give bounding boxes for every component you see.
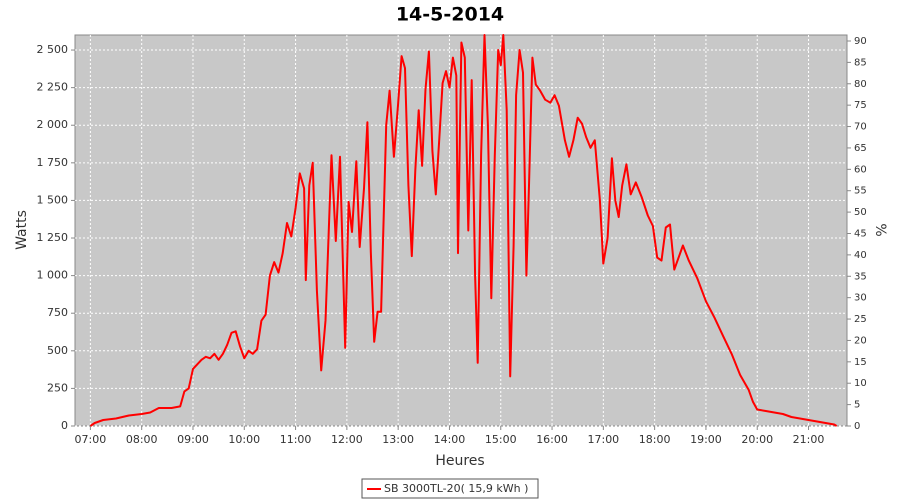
y2-tick-label: 75 [854,100,867,111]
y2-tick-label: 15 [854,357,867,368]
x-tick-label: 09:00 [177,433,209,446]
y-tick-label: 0 [61,419,68,432]
y-axis-label: Watts [14,210,30,250]
x-tick-label: 10:00 [228,433,260,446]
y2-tick-label: 85 [854,57,867,68]
y2-tick-label: 45 [854,228,867,239]
x-tick-label: 07:00 [75,433,107,446]
y2-tick-label: 50 [854,207,867,218]
y2-tick-label: 40 [854,250,867,261]
y-tick-label: 2 500 [37,43,69,56]
y2-tick-label: 0 [854,421,860,432]
x-tick-label: 11:00 [280,433,312,446]
y2-axis-label: % [872,223,888,236]
x-tick-label: 16:00 [536,433,568,446]
y2-tick-label: 30 [854,293,867,304]
legend-label: SB 3000TL-20( 15,9 kWh ) [384,482,528,495]
y2-tick-label: 20 [854,335,867,346]
chart-title: 14-5-2014 [396,4,504,26]
x-axis-label: Heures [435,453,484,469]
y-tick-label: 750 [47,306,68,319]
x-tick-label: 20:00 [741,433,773,446]
y-tick-label: 1 000 [37,269,69,282]
y-tick-label: 500 [47,344,68,357]
x-tick-label: 08:00 [126,433,158,446]
x-tick-label: 13:00 [382,433,414,446]
x-tick-label: 14:00 [434,433,466,446]
y-tick-label: 250 [47,381,68,394]
y2-tick-label: 70 [854,122,867,133]
y2-tick-label: 90 [854,36,867,47]
x-tick-label: 18:00 [639,433,671,446]
y2-tick-label: 80 [854,79,867,90]
x-tick-label: 12:00 [331,433,363,446]
x-tick-label: 17:00 [587,433,619,446]
series-line [89,34,838,427]
y-tick-label: 2 000 [37,118,69,131]
y2-tick-label: 35 [854,271,867,282]
legend-box [361,478,539,499]
x-tick-label: 15:00 [485,433,517,446]
y2-tick-label: 55 [854,186,867,197]
y2-tick-label: 10 [854,378,867,389]
y2-tick-label: 65 [854,143,867,154]
y-tick-label: 1 500 [37,193,69,206]
y-tick-label: 1 750 [37,156,69,169]
y2-tick-label: 5 [854,400,860,411]
y2-tick-label: 25 [854,314,867,325]
x-tick-label: 19:00 [690,433,722,446]
y-tick-label: 1 250 [37,231,69,244]
y2-tick-label: 60 [854,164,867,175]
y-tick-label: 2 250 [37,81,69,94]
x-tick-label: 21:00 [793,433,825,446]
